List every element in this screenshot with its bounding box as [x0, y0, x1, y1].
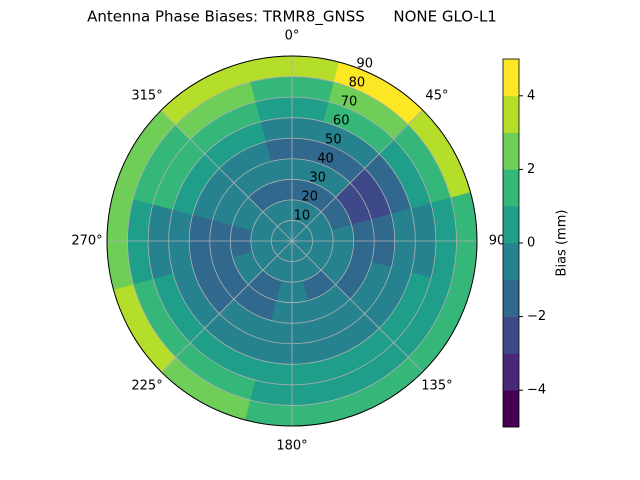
grid-spoke [160, 240, 293, 373]
contour-cell [364, 153, 412, 215]
contour-cell [218, 141, 272, 184]
contour-cell [212, 182, 249, 226]
contour-cell [277, 241, 292, 262]
colorbar-band [503, 169, 519, 207]
contour-cell [378, 138, 432, 210]
colorbar-tick-label: 2 [527, 162, 535, 177]
chart-title: Antenna Phase Biases: TRMR8_GNSS NONE GL… [87, 8, 497, 27]
contour-cell [112, 109, 177, 200]
contour-cell [132, 123, 191, 205]
contour-cell [312, 141, 366, 184]
contour-cell [328, 81, 410, 140]
contour-cell [335, 256, 372, 300]
contour-cell [328, 342, 410, 401]
theta-tick-label: 270° [71, 234, 102, 249]
contour-cell [378, 272, 432, 344]
colorbar-tick-label: −4 [527, 383, 546, 398]
contour-cell [160, 61, 251, 126]
contour-cell [212, 256, 249, 300]
r-tick-label: 40 [317, 152, 334, 167]
contour-cell [152, 138, 206, 210]
contour-cell [271, 226, 292, 241]
r-tick-label: 80 [349, 76, 366, 91]
contour-cell [174, 342, 256, 401]
contour-cell [112, 282, 177, 373]
contour-cell [172, 267, 220, 329]
colorbar-band [503, 132, 519, 170]
r-tick-label: 30 [309, 171, 326, 186]
contour-cell [349, 261, 392, 315]
contour-cell [292, 241, 313, 256]
contour-cell [292, 220, 307, 241]
theta-tick-label: 315° [131, 89, 162, 104]
contour-cell [192, 261, 235, 315]
contour-cell [189, 327, 261, 381]
contour-cell [393, 123, 452, 205]
r-tick-label: 20 [301, 190, 318, 205]
contour-cell [292, 226, 313, 241]
r-tick-label: 70 [341, 95, 358, 110]
contour-cell [318, 121, 380, 169]
contour-cell [172, 153, 220, 215]
contour-cell [307, 284, 351, 321]
contour-cell [218, 298, 272, 341]
contour-cell [393, 277, 452, 359]
colorbar-band [503, 95, 519, 133]
contour-cell [189, 101, 261, 155]
contour-cell [407, 282, 472, 373]
r-tick-label: 60 [333, 114, 350, 129]
grid-spoke [160, 109, 293, 242]
contour-cell [407, 109, 472, 200]
contour-cell [323, 101, 395, 155]
colorbar-band [503, 206, 519, 244]
r-tick-label: 90 [357, 57, 374, 72]
grid-spoke [291, 240, 424, 373]
contour-cell [307, 161, 351, 198]
colorbar-band [503, 59, 519, 97]
contour-cell [233, 284, 277, 321]
colorbar-tick-label: 0 [527, 236, 535, 251]
contour-cell [292, 241, 307, 262]
contour-cell [333, 356, 424, 421]
r-tick-label: 50 [325, 133, 342, 148]
contour-cell [233, 161, 277, 198]
theta-tick-label: 225° [131, 378, 162, 393]
theta-tick-label: 45° [425, 89, 448, 104]
colorbar-label: Bias (mm) [555, 210, 570, 277]
contour-cell [204, 121, 266, 169]
contour-cell [312, 298, 366, 341]
theta-tick-label: 180° [276, 439, 307, 454]
colorbar-band [503, 353, 519, 391]
theta-tick-label: 0° [285, 29, 300, 44]
theta-tick-label: 90 [489, 234, 506, 249]
contour-cell [364, 267, 412, 329]
grid-spoke [291, 109, 424, 242]
contour-cell [333, 61, 424, 126]
contour-cell [335, 182, 372, 226]
r-tick-label: 10 [294, 209, 311, 224]
contour-cell [277, 220, 292, 241]
colorbar-band [503, 316, 519, 354]
theta-tick-label: 135° [421, 378, 452, 393]
contour-cell [271, 241, 292, 256]
contour-cell [132, 277, 191, 359]
contour-cell [349, 167, 392, 221]
polar-frame [106, 55, 478, 427]
contour-cell [192, 167, 235, 221]
colorbar-band [503, 243, 519, 281]
contour-cell [152, 272, 206, 344]
colorbar-tick-label: −2 [527, 309, 546, 324]
colorbar-tick-label: 4 [527, 88, 535, 103]
contour-cell [204, 313, 266, 361]
contour-cell [174, 81, 256, 140]
contour-cell [160, 356, 251, 421]
contour-cell [318, 313, 380, 361]
colorbar-band [503, 390, 519, 428]
colorbar-band [503, 279, 519, 317]
contour-cell [323, 327, 395, 381]
